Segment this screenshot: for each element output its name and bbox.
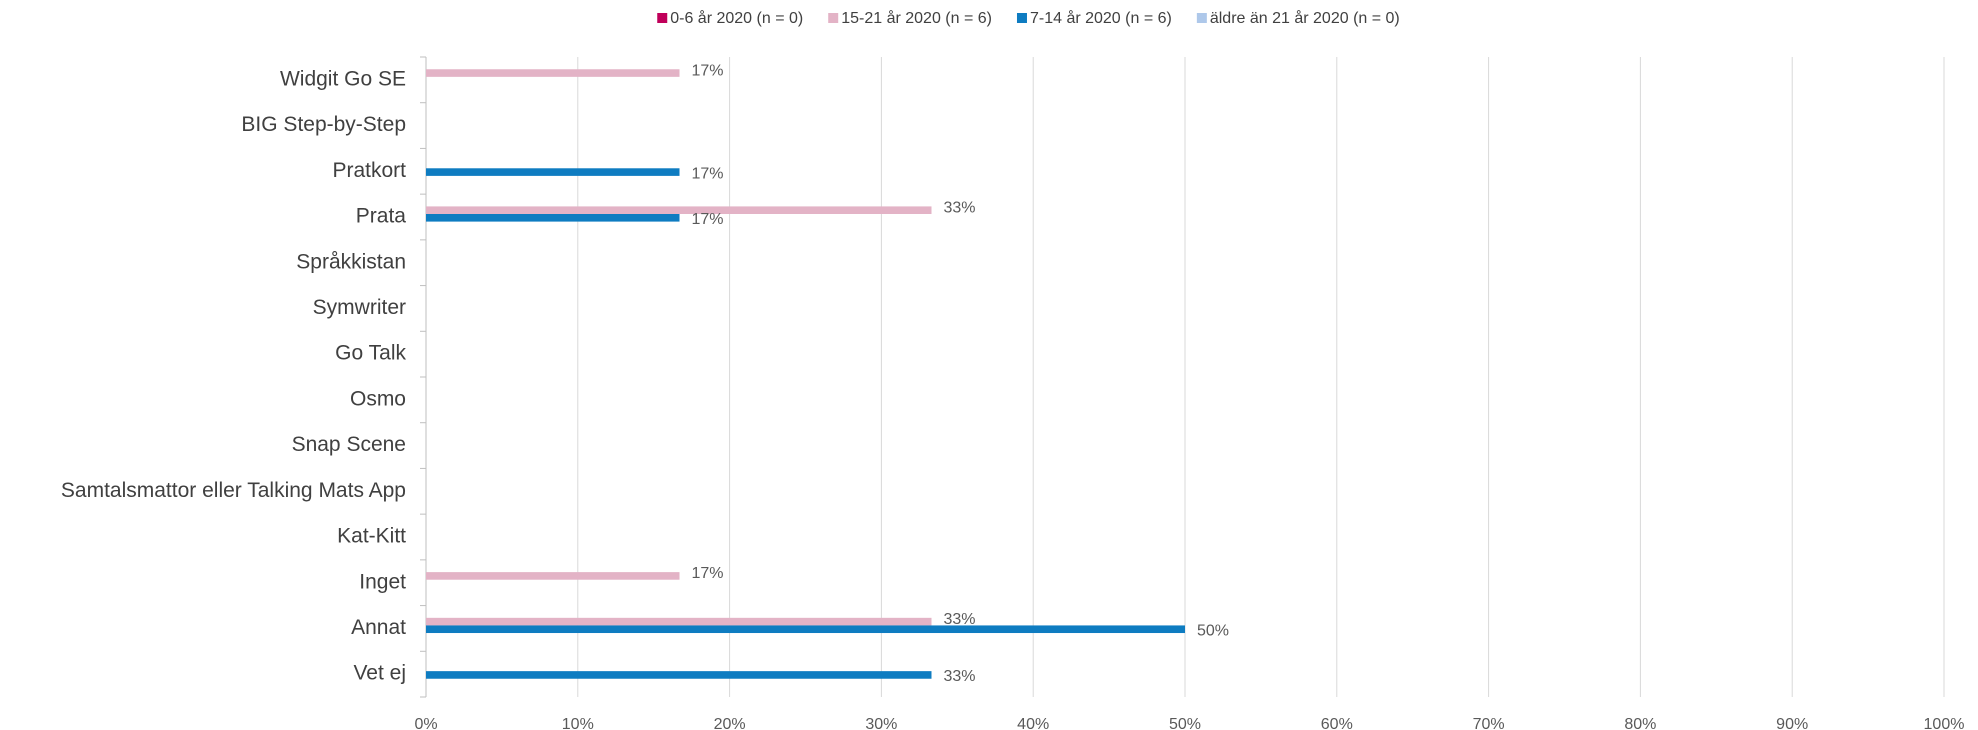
bar: [426, 214, 680, 222]
data-label: 17%: [692, 211, 724, 228]
x-tick-label: 90%: [1776, 716, 1808, 730]
bar: [426, 69, 680, 77]
x-tick-label: 80%: [1624, 716, 1656, 730]
y-tick-label: Kat-Kitt: [337, 525, 406, 548]
data-label: 33%: [943, 668, 975, 685]
y-tick-label: Widgit Go SE: [280, 67, 406, 90]
x-tick-label: 100%: [1924, 716, 1965, 730]
x-tick-label: 30%: [865, 716, 897, 730]
data-label: 17%: [692, 165, 724, 182]
bar: [426, 617, 932, 626]
bar: [426, 671, 932, 679]
bar: [426, 206, 932, 214]
bar: [426, 625, 1185, 634]
bar: [426, 168, 680, 176]
data-label: 17%: [692, 62, 724, 79]
bar: [426, 572, 680, 580]
data-label: 50%: [1197, 622, 1229, 639]
x-tick-label: 50%: [1169, 716, 1201, 730]
y-tick-label: Annat: [351, 616, 406, 639]
legend-label: 7-14 år 2020 (n = 6): [1030, 9, 1172, 27]
y-tick-label: Inget: [359, 570, 406, 593]
legend-label: 0-6 år 2020 (n = 0): [670, 9, 803, 27]
y-tick-label: Vet ej: [353, 662, 406, 685]
data-label: 33%: [943, 611, 975, 628]
x-tick-label: 40%: [1017, 716, 1049, 730]
y-tick-label: Symwriter: [313, 296, 406, 319]
x-tick-label: 10%: [562, 716, 594, 730]
legend-swatch: [828, 13, 839, 23]
y-tick-label: Snap Scene: [292, 433, 406, 456]
y-tick-label: Prata: [356, 205, 407, 228]
x-tick-label: 70%: [1473, 716, 1505, 730]
x-tick-label: 60%: [1321, 716, 1353, 730]
data-label: 17%: [692, 565, 724, 582]
x-tick-label: 20%: [714, 716, 746, 730]
data-label: 33%: [943, 199, 975, 216]
y-tick-label: Pratkort: [332, 159, 406, 182]
y-tick-label: Språkkistan: [296, 250, 406, 273]
y-tick-label: BIG Step-by-Step: [241, 113, 406, 136]
legend-label: äldre än 21 år 2020 (n = 0): [1210, 9, 1400, 27]
y-tick-label: Samtalsmattor eller Talking Mats App: [61, 479, 406, 502]
y-tick-label: Go Talk: [335, 342, 406, 365]
legend-swatch: [657, 13, 668, 23]
x-tick-label: 0%: [414, 716, 437, 730]
legend-swatch: [1196, 13, 1207, 23]
legend-label: 15-21 år 2020 (n = 6): [841, 9, 992, 27]
legend-swatch: [1016, 13, 1027, 23]
y-tick-label: Osmo: [350, 387, 406, 410]
